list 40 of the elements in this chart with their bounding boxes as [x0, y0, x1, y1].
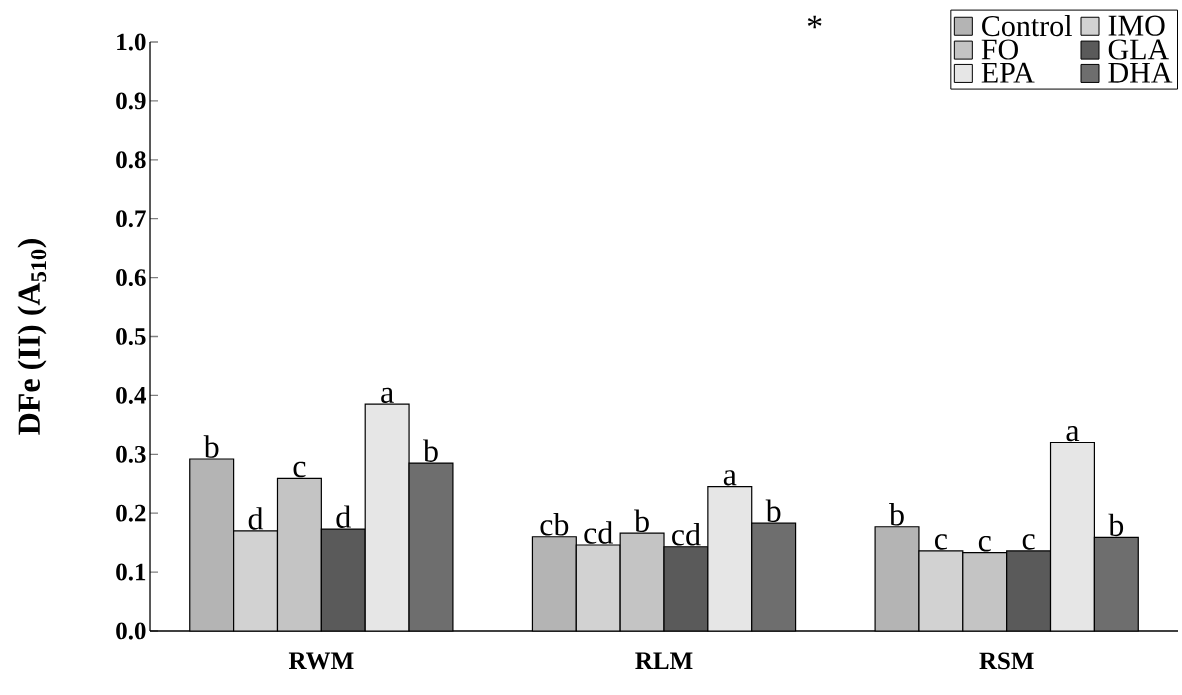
data-label: c [978, 536, 991, 552]
data-label: cd [584, 521, 613, 544]
data-label: b [203, 435, 219, 458]
x-tick-label: RWM [288, 652, 354, 670]
y-tick-label: 0.4 [116, 386, 147, 404]
y-tick-label: 0.6 [116, 269, 146, 287]
data-label: cb [540, 513, 569, 536]
y-tick-label: 0.5 [116, 328, 146, 345]
data-label: a [381, 387, 394, 404]
y-tick-label: 0.1 [116, 563, 146, 581]
y-tick-label: 0.2 [116, 504, 146, 522]
y-tick-label: 0.8 [116, 151, 146, 169]
data-label: cd [672, 523, 701, 546]
legend-label: GLA [1108, 39, 1169, 60]
legend-label: DHA [1108, 62, 1173, 83]
data-label: b [889, 503, 904, 526]
data-label: b [423, 439, 438, 462]
x-tick-label: RLM [635, 652, 693, 669]
data-label: c [293, 461, 306, 478]
text: * [807, 15, 822, 29]
legend-label: IMO [1108, 15, 1165, 36]
legend-label: Control [982, 15, 1072, 37]
legend-label: EPA [981, 62, 1035, 83]
data-label: a [1066, 425, 1080, 442]
y-axis-title: DFe (II) (A$_{510}$) [17, 239, 47, 435]
data-label: c [1022, 534, 1035, 550]
data-label: b [634, 509, 649, 533]
y-tick-label: 0.9 [116, 92, 146, 110]
y-tick-label: 0.3 [116, 445, 146, 463]
data-label: a [723, 470, 737, 486]
data-label: d [336, 505, 351, 528]
y-tick-label: 0.7 [116, 210, 146, 228]
data-label: d [248, 507, 264, 530]
y-tick-label: 1.0 [117, 33, 146, 51]
data-label: c [935, 534, 947, 550]
x-tick-label: RSM [979, 652, 1034, 670]
y-tick-label: 0.0 [116, 622, 146, 640]
data-label: b [1108, 513, 1124, 537]
legend-label: FO [981, 39, 1018, 60]
data-label: b [765, 499, 781, 522]
